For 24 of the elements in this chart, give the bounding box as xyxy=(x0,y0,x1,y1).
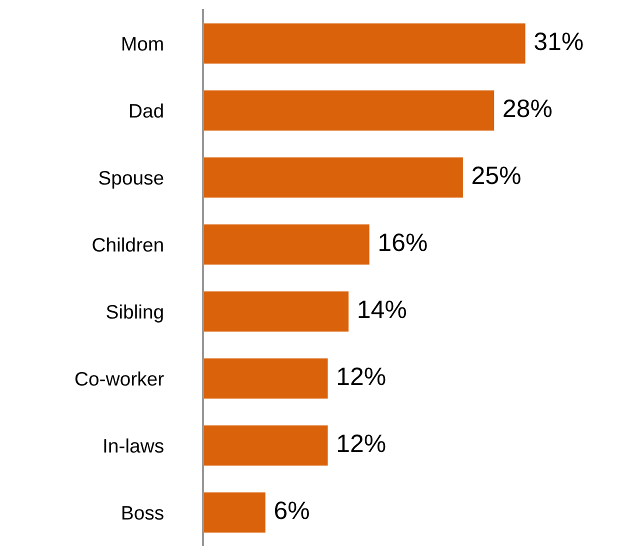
y-tick-label: In-laws xyxy=(104,438,164,453)
data-label: 12% xyxy=(338,368,386,386)
bar xyxy=(203,358,328,399)
data-label: 12% xyxy=(338,434,386,452)
bar xyxy=(203,90,494,131)
data-label: 28% xyxy=(504,100,552,118)
y-tick-label: Sibling xyxy=(106,304,163,323)
bar xyxy=(203,492,266,533)
y-tick-label: Mom xyxy=(122,37,163,51)
data-label: 6% xyxy=(274,502,309,520)
data-label: 25% xyxy=(472,166,520,184)
data-label: 31% xyxy=(534,32,583,50)
bar xyxy=(203,157,463,198)
y-tick-label: Children xyxy=(92,237,163,252)
bar xyxy=(203,425,328,466)
data-label: 16% xyxy=(380,234,427,252)
y-tick-label: Boss xyxy=(122,506,164,520)
y-tick-label: Dad xyxy=(130,103,163,118)
bar xyxy=(203,23,526,64)
y-tick-label: Co-worker xyxy=(75,371,164,386)
bar xyxy=(203,224,370,265)
data-label: 14% xyxy=(358,300,406,318)
y-tick-label: Spouse xyxy=(99,170,164,189)
bar xyxy=(203,291,349,332)
